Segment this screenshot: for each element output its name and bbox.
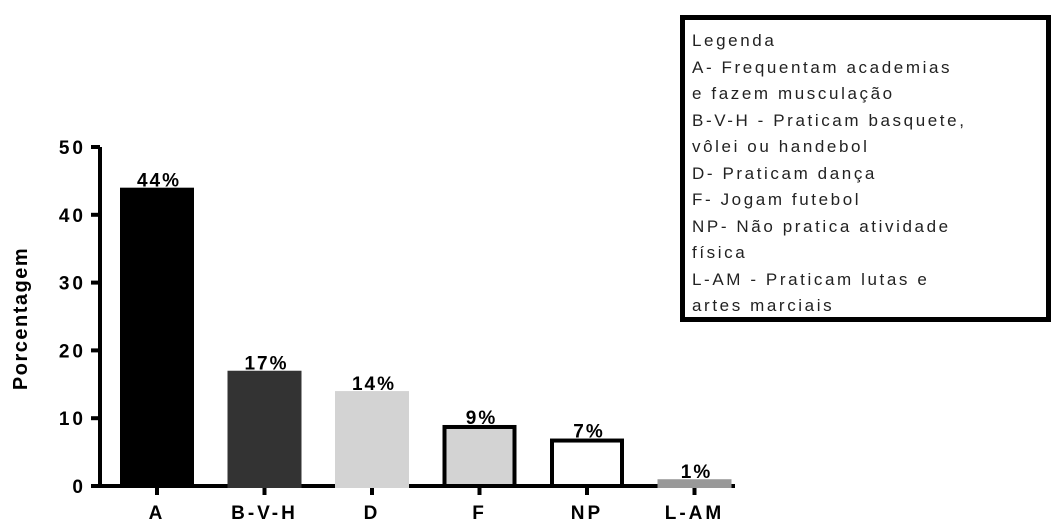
y-tick-label: 10 (59, 409, 86, 430)
bar-f (442, 424, 517, 489)
x-tick-label: NP (571, 503, 603, 524)
legend-line: NP- Não pratica atividade (692, 216, 951, 236)
y-tick-label: 30 (59, 274, 86, 295)
bar-l-am (657, 479, 732, 489)
x-tick-label: F (472, 503, 487, 524)
labels: A 44% B-V-H 17% D 14% F 9% NP 7% L-AM 1% (137, 171, 724, 524)
data-label: 1% (681, 462, 712, 483)
y-axis-title: Porcentagem (10, 247, 32, 390)
legend-line: D- Praticam dança (692, 163, 877, 183)
bar-a (120, 187, 194, 488)
legend-line: vôlei ou handebol (692, 137, 870, 156)
x-tick-label: L-AM (665, 503, 724, 524)
y-tick-label: 0 (72, 477, 86, 498)
x-tick-label: D (364, 503, 381, 524)
bar-b-v-h (227, 370, 302, 488)
legend-line: A- Frequentam academias (692, 57, 953, 77)
legend-line: física (692, 243, 748, 262)
y-tick-label: 40 (59, 206, 86, 227)
bars (120, 187, 732, 489)
legend-line: e fazem musculação (692, 84, 895, 103)
x-tick-label: B-V-H (231, 503, 298, 524)
legend-line: F- Jogam futebol (692, 190, 862, 209)
data-label: 44% (137, 171, 181, 192)
y-tick-label: 20 (59, 341, 86, 362)
legend-line: B-V-H - Praticam basquete, (692, 110, 967, 130)
bar-np (550, 438, 624, 489)
legend-title: Legenda (692, 31, 777, 50)
x-tick-label: A (149, 503, 166, 524)
axes: 0 10 20 30 40 50 Porcentagem (10, 138, 735, 498)
data-label: 9% (466, 408, 497, 429)
data-label: 14% (352, 374, 396, 395)
legend-line: L-AM - Praticam lutas e (692, 269, 930, 289)
bar-d (335, 391, 409, 488)
y-tick-label: 50 (59, 138, 86, 159)
data-label: 17% (244, 354, 288, 375)
legend-box: Legenda A- Frequentam academias e fazem mu… (680, 15, 1051, 322)
data-label: 7% (573, 422, 604, 443)
legend-line: artes marciais (692, 296, 835, 315)
